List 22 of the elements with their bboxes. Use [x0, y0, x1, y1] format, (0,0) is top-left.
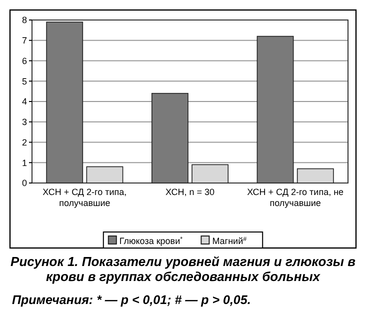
text: Примечания: * — p < 0,01; # — p > 0,05.	[12, 293, 251, 307]
y-tick-label: 1	[22, 158, 27, 168]
bar	[192, 164, 229, 184]
bar	[46, 22, 84, 184]
y-tick-label: 6	[22, 56, 27, 66]
legend-label: Глюкоза крови$^{*}$	[119, 236, 184, 246]
legend-label: Магний$^{#}$	[212, 236, 248, 246]
y-tick-label: 0	[22, 178, 27, 188]
x-tick-label: ХСН, n = 30	[166, 187, 214, 197]
bar	[256, 36, 294, 184]
bar	[296, 168, 334, 184]
bar	[151, 92, 188, 184]
x-tick-label: ХСН + СД 2-го типа, получавшие	[42, 187, 127, 208]
y-tick-label: 4	[22, 96, 27, 107]
y-tick-label: 5	[22, 76, 27, 86]
x-tick-label: ХСН + СД 2-го типа, не получавшие	[247, 187, 344, 208]
y-tick-label: 3	[22, 117, 27, 128]
y-tick-label: 7	[22, 36, 27, 46]
bar	[86, 166, 124, 184]
y-tick-label: 2	[22, 137, 27, 148]
y-tick-label: 8	[22, 15, 27, 26]
text: Рисунок 1. Показатели уровней магния и глюкозы в крови в группах обследованных больных	[10, 254, 356, 284]
